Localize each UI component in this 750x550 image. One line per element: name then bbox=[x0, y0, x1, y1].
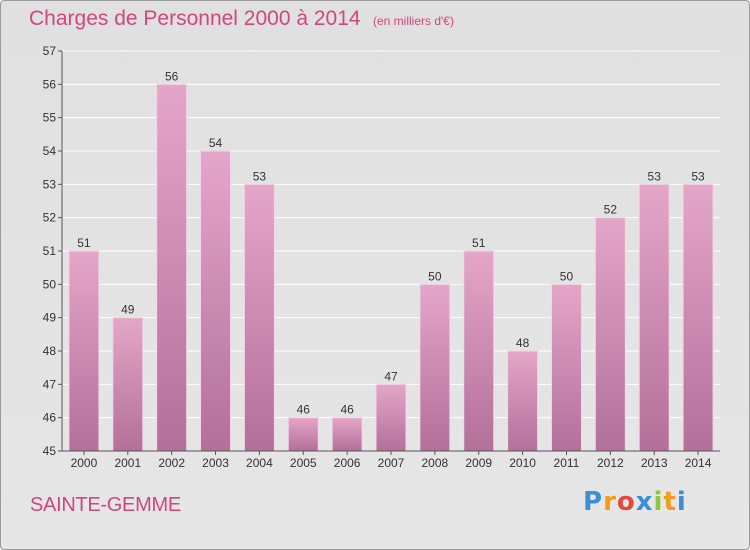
x-tick-label: 2006 bbox=[334, 456, 361, 470]
bar-value-label: 53 bbox=[253, 169, 267, 183]
bar-value-label: 47 bbox=[384, 369, 398, 383]
x-tick-label: 2014 bbox=[685, 456, 712, 470]
bar-value-label: 50 bbox=[560, 269, 574, 283]
bar bbox=[507, 350, 539, 452]
bar bbox=[463, 250, 495, 452]
bar-value-label: 46 bbox=[340, 403, 354, 417]
logo-letter: i bbox=[653, 487, 664, 517]
x-tick-label: 2001 bbox=[114, 456, 141, 470]
bar-value-label: 50 bbox=[428, 269, 442, 283]
proxiti-logo[interactable]: Proxiti bbox=[583, 487, 687, 517]
bar bbox=[550, 283, 582, 452]
x-tick-label: 2008 bbox=[422, 456, 449, 470]
bar bbox=[200, 150, 232, 452]
y-tick-label: 54 bbox=[43, 144, 57, 158]
bar bbox=[287, 417, 319, 452]
y-tick-label: 52 bbox=[43, 211, 57, 225]
bar-value-label: 56 bbox=[165, 69, 179, 83]
x-tick-label: 2005 bbox=[290, 456, 317, 470]
bar bbox=[419, 283, 451, 452]
y-tick-label: 57 bbox=[43, 44, 57, 58]
bar bbox=[243, 183, 275, 452]
x-tick-label: 2010 bbox=[509, 456, 536, 470]
y-tick-label: 46 bbox=[43, 411, 57, 425]
logo-letter: o bbox=[616, 487, 636, 517]
y-tick-label: 48 bbox=[43, 344, 57, 358]
x-tick-label: 2000 bbox=[71, 456, 98, 470]
bar-value-label: 49 bbox=[121, 303, 135, 317]
bar bbox=[68, 250, 100, 452]
chart-title: Charges de Personnel 2000 à 2014 bbox=[29, 7, 361, 30]
y-tick-label: 45 bbox=[43, 444, 57, 458]
bar-value-label: 52 bbox=[604, 203, 618, 217]
bar bbox=[331, 417, 363, 452]
y-tick-label: 51 bbox=[43, 244, 57, 258]
commune-name: SAINTE-GEMME bbox=[30, 494, 181, 516]
x-tick-label: 2011 bbox=[554, 456, 580, 470]
bar-value-label: 48 bbox=[516, 336, 530, 350]
bar-value-label: 53 bbox=[648, 169, 662, 183]
bar bbox=[156, 83, 188, 452]
bar bbox=[594, 217, 626, 452]
logo-letter: r bbox=[603, 487, 617, 517]
logo-letter: x bbox=[635, 487, 654, 517]
x-tick-label: 2002 bbox=[158, 456, 185, 470]
y-tick-label: 50 bbox=[43, 277, 57, 291]
bar bbox=[112, 317, 144, 452]
logo-letter: P bbox=[583, 487, 604, 517]
x-tick-label: 2007 bbox=[378, 456, 405, 470]
y-tick-label: 55 bbox=[43, 111, 57, 125]
bar-value-label: 51 bbox=[472, 236, 486, 250]
y-tick-label: 47 bbox=[43, 377, 57, 391]
bar bbox=[638, 183, 670, 452]
bars bbox=[68, 83, 714, 452]
x-tick-label: 2004 bbox=[246, 456, 273, 470]
x-tick-label: 2003 bbox=[202, 456, 229, 470]
y-tick-label: 49 bbox=[43, 311, 57, 325]
bar-value-label: 53 bbox=[691, 169, 705, 183]
chart-subtitle: (en milliers d'€) bbox=[373, 14, 454, 28]
bar-value-label: 46 bbox=[297, 403, 311, 417]
x-tick-label: 2013 bbox=[641, 456, 668, 470]
bar bbox=[682, 183, 714, 452]
bar-value-label: 54 bbox=[209, 136, 223, 150]
labels: 45 46 47 48 49 50 51 52 53 54 55 56 57 51 2000 49 2001 56… bbox=[43, 44, 712, 470]
x-tick-label: 2012 bbox=[597, 456, 624, 470]
y-tick-label: 56 bbox=[43, 77, 57, 91]
x-tick-label: 2009 bbox=[465, 456, 492, 470]
logo-letter: i bbox=[676, 487, 687, 517]
axes bbox=[58, 50, 720, 455]
y-tick-label: 53 bbox=[43, 177, 57, 191]
bar-value-label: 51 bbox=[77, 236, 91, 250]
bar bbox=[375, 383, 407, 452]
logo-letter: t bbox=[663, 487, 677, 517]
